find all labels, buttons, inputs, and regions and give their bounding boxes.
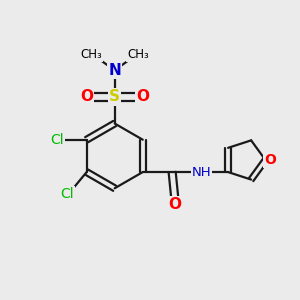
Text: S: S bbox=[109, 89, 120, 104]
Text: Cl: Cl bbox=[50, 133, 64, 147]
Text: O: O bbox=[264, 153, 276, 167]
Text: N: N bbox=[108, 63, 121, 78]
Text: Cl: Cl bbox=[61, 187, 74, 201]
Text: NH: NH bbox=[192, 166, 212, 178]
Text: CH₃: CH₃ bbox=[127, 48, 149, 61]
Text: O: O bbox=[136, 89, 149, 104]
Text: O: O bbox=[80, 89, 93, 104]
Text: O: O bbox=[169, 197, 182, 212]
Text: CH₃: CH₃ bbox=[80, 48, 102, 61]
